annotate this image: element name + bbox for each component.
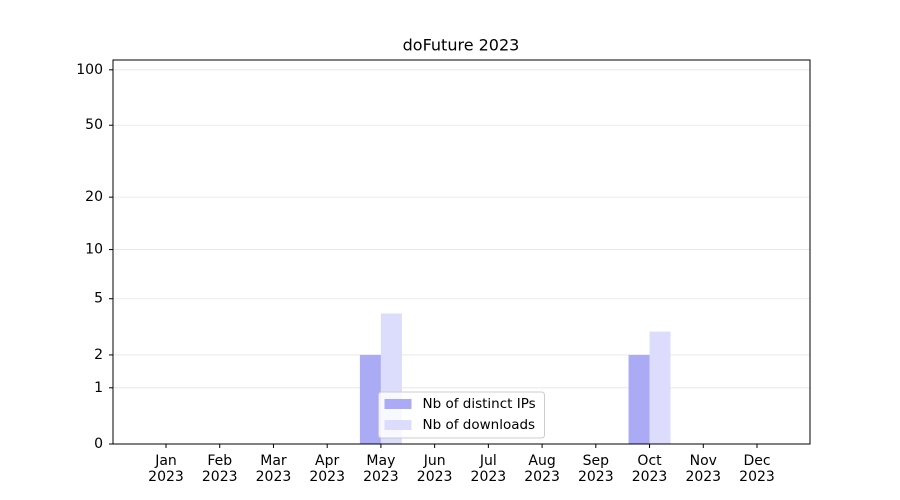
- y-tick-label: 1: [94, 380, 103, 396]
- x-tick-label: Oct 2023: [631, 453, 668, 485]
- y-tick-label: 10: [85, 242, 103, 258]
- legend-box: [378, 391, 545, 439]
- bar: [649, 331, 671, 444]
- x-tick-label: Dec 2023: [739, 453, 775, 485]
- bar: [628, 354, 650, 444]
- x-tick-label: Jul 2023: [470, 453, 507, 485]
- x-tick-label: Nov 2023: [685, 453, 722, 485]
- y-tick-label: 0: [94, 436, 103, 452]
- legend-swatch: [384, 399, 412, 409]
- legend-label: Nb of downloads: [423, 417, 536, 433]
- y-tick-label: 5: [94, 291, 103, 307]
- x-tick-label: Apr 2023: [309, 453, 345, 485]
- plot-frame: [112, 59, 811, 445]
- y-tick-label: 100: [76, 62, 103, 78]
- x-tick-label: Mar 2023: [255, 453, 292, 485]
- bar: [359, 354, 381, 444]
- legend-label: Nb of distinct IPs: [423, 396, 536, 412]
- x-tick-label: Jun 2023: [416, 453, 453, 485]
- x-tick-label: Jan 2023: [148, 453, 184, 485]
- x-tick-label: Sep 2023: [577, 453, 614, 485]
- x-tick-label: Feb 2023: [201, 453, 238, 485]
- legend-swatch: [384, 420, 412, 430]
- chart-title: doFuture 2023: [403, 36, 520, 55]
- x-tick-label: Aug 2023: [524, 453, 560, 485]
- y-tick-label: 50: [85, 117, 103, 133]
- y-tick-label: 20: [85, 189, 103, 205]
- x-tick-label: May 2023: [363, 453, 399, 485]
- y-tick-label: 2: [94, 347, 103, 363]
